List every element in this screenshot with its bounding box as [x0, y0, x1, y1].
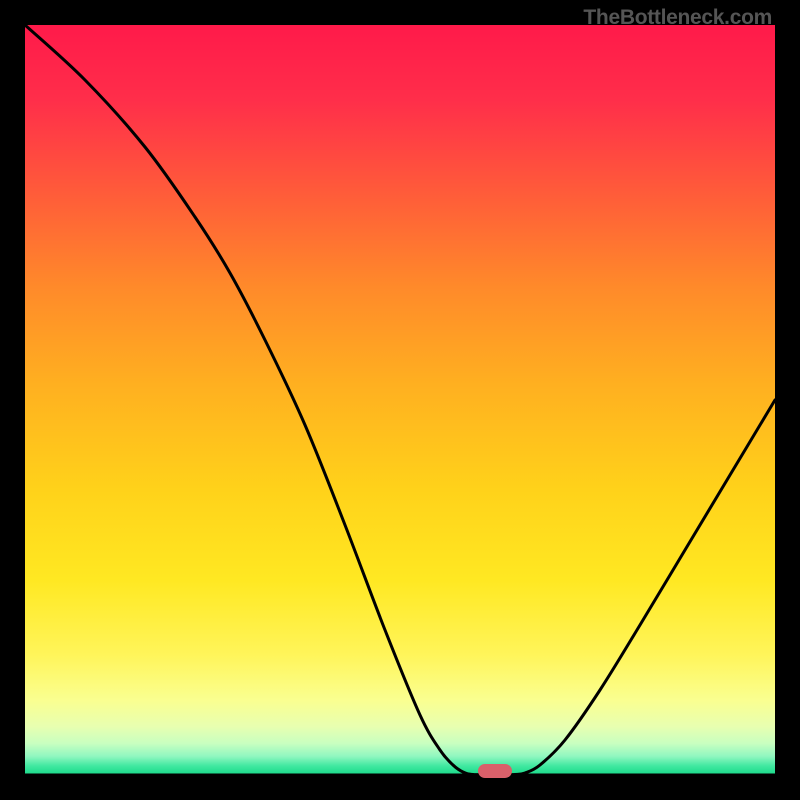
optimal-marker — [478, 764, 512, 778]
curve-layer — [25, 25, 775, 775]
plot-area — [25, 25, 775, 775]
chart-container: TheBottleneck.com — [0, 0, 800, 800]
bottleneck-curve — [25, 25, 775, 775]
